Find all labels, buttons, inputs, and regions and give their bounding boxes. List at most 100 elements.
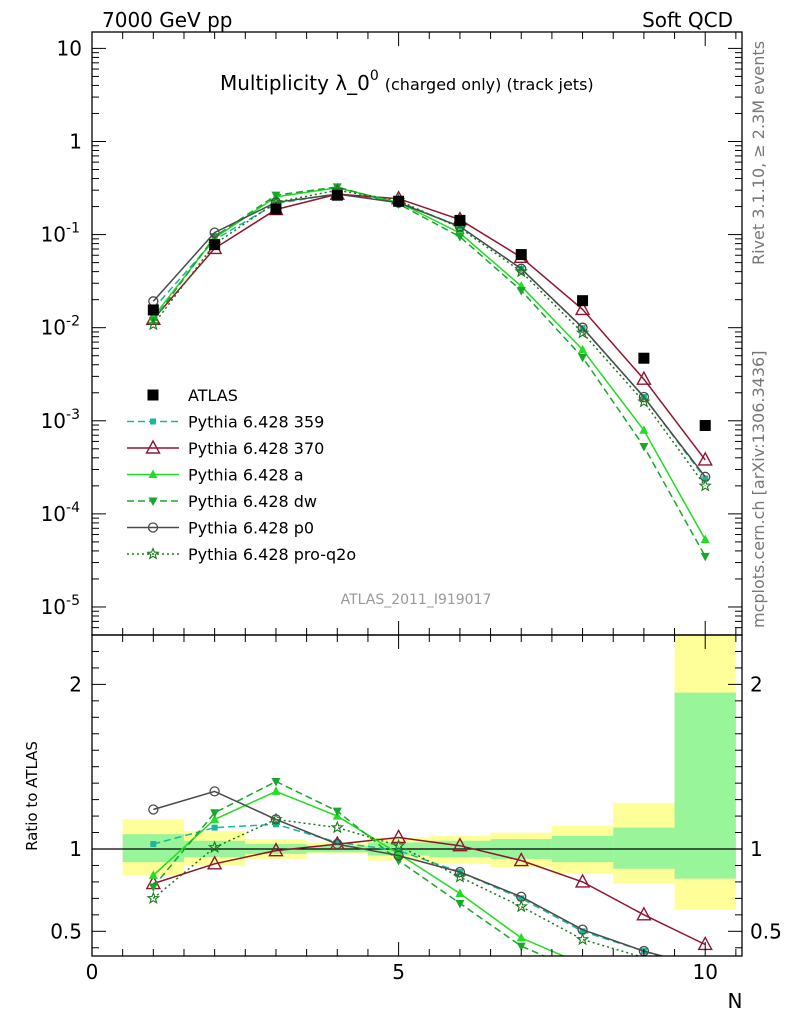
main-point-atlas	[209, 239, 221, 251]
side-label-top: Rivet 3.1.10, ≥ 2.3M events	[749, 41, 768, 265]
legend-label-pythia-6-428-a: Pythia 6.428 a	[188, 466, 304, 485]
main-line-pythia-6-428-a	[152, 187, 706, 540]
ratio-y-tick-label-left: 0.5	[50, 919, 82, 943]
legend: ATLAS Pythia 6.428 359 Pythia 6.428 370 Pyt…	[127, 386, 356, 564]
main-point-pythia-6-428-pro-q2o	[698, 478, 712, 492]
ratio-band-inner-bin	[674, 692, 736, 879]
legend-marker-pythia-6-428-p0	[147, 522, 159, 533]
ratio-y-tick-label-right: 2	[750, 672, 763, 696]
main-point-pythia-6-428-dw	[148, 316, 158, 326]
ratio-line-pythia-6-428-pro-q2o	[152, 818, 642, 956]
ratio-point-pythia-6-428-370	[636, 906, 652, 921]
ratio-point-pythia-6-428-p0	[209, 786, 220, 797]
main-point-pythia-6-428-a	[639, 425, 649, 434]
legend-label-pythia-6-428-p0: Pythia 6.428 p0	[188, 519, 314, 538]
ratio-y-tick-label-left: 1	[69, 837, 82, 861]
main-point-pythia-6-428-a	[700, 534, 710, 544]
ratio-series-layer	[145, 778, 713, 956]
main-point-atlas	[577, 295, 589, 307]
main-point-pythia-6-428-359	[702, 475, 709, 482]
legend-label-pythia-6-428-pro-q2o: Pythia 6.428 pro-q2o	[188, 545, 356, 564]
ratio-point-pythia-6-428-pro-q2o	[391, 838, 406, 852]
ratio-point-pythia-6-428-dw	[148, 883, 158, 892]
main-point-atlas	[147, 304, 159, 316]
ratio-point-pythia-6-428-pro-q2o	[146, 891, 161, 905]
legend-marker-pythia-6-428-pro-q2o	[146, 546, 160, 560]
plot-title-suffix: (charged only) (track jets)	[385, 75, 594, 94]
legend-marker-pythia-6-428-dw	[148, 497, 158, 506]
x-axis-label: N	[728, 989, 743, 1013]
ratio-point-pythia-6-428-dw	[516, 942, 526, 952]
header-left: 7000 GeV pp	[102, 8, 233, 32]
ratio-y-tick-label-right: 0.5	[750, 919, 782, 943]
main-line-pythia-6-428-dw	[152, 186, 706, 557]
ratio-point-pythia-6-428-370	[452, 837, 468, 852]
x-tick-label: 5	[392, 960, 405, 984]
legend-label-pythia-6-428-dw: Pythia 6.428 dw	[188, 492, 317, 511]
main-line-pythia-6-428-p0	[152, 193, 706, 478]
main-point-pythia-6-428-370	[636, 370, 652, 385]
main-line-pythia-6-428-pro-q2o	[152, 189, 706, 487]
ratio-point-pythia-6-428-dw	[332, 807, 342, 817]
analysis-watermark: ATLAS_2011_I919017	[341, 592, 492, 608]
main-series-layer	[145, 182, 713, 562]
main-point-pythia-6-428-pro-q2o	[146, 317, 161, 331]
main-point-pythia-6-428-p0	[577, 322, 588, 333]
main-y-tick-label: 10-2	[41, 314, 80, 340]
ratio-point-pythia-6-428-dw	[271, 778, 281, 787]
main-point-pythia-6-428-370	[697, 451, 713, 466]
legend-marker-pythia-6-428-359	[150, 418, 156, 425]
main-point-pythia-6-428-pro-q2o	[514, 264, 529, 278]
ratio-point-pythia-6-428-p0	[148, 804, 159, 815]
main-point-atlas	[699, 419, 711, 431]
main-point-atlas	[331, 189, 343, 201]
ratio-point-pythia-6-428-359	[579, 928, 586, 935]
ratio-point-pythia-6-428-pro-q2o	[514, 899, 529, 913]
main-point-pythia-6-428-a	[578, 344, 588, 354]
main-point-pythia-6-428-dw	[639, 442, 649, 452]
ratio-point-pythia-6-428-370	[513, 852, 529, 867]
main-y-tick-label: 10-5	[41, 593, 80, 619]
ratio-point-pythia-6-428-370	[268, 842, 284, 857]
main-y-tick-label: 10-3	[41, 407, 80, 433]
legend-marker-pythia-6-428-370	[145, 439, 161, 454]
main-point-atlas	[515, 249, 527, 261]
ratio-point-pythia-6-428-dw	[210, 809, 220, 818]
x-tick-label: 0	[86, 960, 99, 984]
ratio-plot-frame	[91, 634, 743, 957]
ratio-point-pythia-6-428-pro-q2o	[453, 869, 467, 883]
main-point-pythia-6-428-p0	[209, 227, 220, 238]
main-point-pythia-6-428-p0	[516, 263, 527, 274]
main-point-pythia-6-428-dw	[578, 353, 588, 363]
main-point-atlas	[270, 203, 282, 215]
main-point-pythia-6-428-dw	[516, 287, 526, 296]
main-y-tick-label: 10	[57, 36, 82, 60]
main-point-atlas	[454, 214, 466, 226]
ratio-band-inner-bin	[613, 827, 675, 869]
ratio-point-pythia-6-428-359	[211, 824, 218, 831]
main-point-pythia-6-428-370	[574, 300, 591, 316]
ratio-point-pythia-6-428-a	[455, 888, 465, 897]
ratio-y-tick-label-right: 1	[750, 837, 763, 861]
ratio-y-axis-label: Ratio to ATLAS	[23, 741, 41, 851]
side-label-bottom: mcplots.cern.ch [arXiv:1306.3436]	[749, 351, 768, 628]
ratio-y-tick-label-left: 2	[69, 672, 82, 696]
ratio-point-pythia-6-428-359	[150, 841, 157, 848]
legend-label-pythia-6-428-370: Pythia 6.428 370	[188, 439, 324, 458]
ratio-point-pythia-6-428-p0	[393, 850, 404, 861]
main-line-pythia-6-428-359	[152, 192, 706, 479]
ratio-point-pythia-6-428-a	[148, 870, 158, 879]
ratio-line-pythia-6-428-p0	[153, 790, 666, 956]
ratio-line-pythia-6-428-359	[153, 823, 664, 956]
ratio-point-pythia-6-428-359	[518, 895, 525, 902]
main-y-tick-label: 1	[69, 129, 82, 153]
main-line-pythia-6-428-370	[152, 193, 706, 461]
main-point-pythia-6-428-dw	[332, 183, 342, 192]
ratio-line-pythia-6-428-370	[153, 836, 706, 946]
main-point-pythia-6-428-pro-q2o	[637, 394, 651, 408]
main-point-pythia-6-428-pro-q2o	[453, 220, 467, 234]
ratio-point-pythia-6-428-pro-q2o	[207, 840, 222, 854]
ratio-point-pythia-6-428-pro-q2o	[575, 932, 590, 946]
main-y-tick-label: 10-4	[41, 500, 81, 526]
